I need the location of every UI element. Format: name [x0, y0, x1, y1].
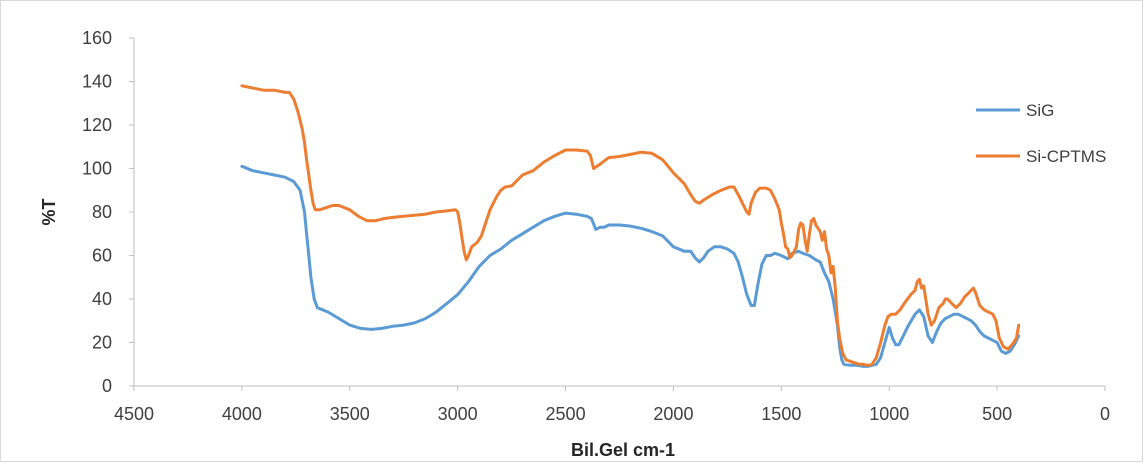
x-tick-label: 500: [982, 404, 1012, 424]
x-axis-title: Bil.Gel cm-1: [571, 440, 675, 460]
series-line-si-cptms: [240, 84, 1021, 367]
y-tick-label: 80: [92, 202, 112, 222]
series-lines: [240, 84, 1021, 368]
y-tick-label: 20: [92, 333, 112, 353]
x-tick-label: 1000: [869, 404, 909, 424]
legend-label: Si-CPTMS: [1026, 147, 1106, 166]
y-tick-label: 100: [82, 159, 112, 179]
x-tick-label: 3500: [330, 404, 370, 424]
x-tick-labels: 4500 4000 3500 3000 2500 2000 1500 1000 500 0: [114, 386, 1110, 424]
x-tick-label: 2000: [653, 404, 693, 424]
x-tick-label: 3000: [438, 404, 478, 424]
x-tick-label: 4500: [114, 404, 154, 424]
y-tick-label: 60: [92, 246, 112, 266]
legend: SiG Si-CPTMS: [976, 101, 1106, 166]
legend-label: SiG: [1026, 101, 1054, 120]
series-line-sig: [240, 164, 1021, 368]
y-tick-label: 140: [82, 72, 112, 92]
y-tick-label: 40: [92, 289, 112, 309]
x-tick-label: 2500: [546, 404, 586, 424]
x-tick-label: 4000: [222, 404, 262, 424]
y-tick-label: 0: [102, 376, 112, 396]
y-tick-label: 160: [82, 28, 112, 48]
y-tick-label: 120: [82, 115, 112, 135]
y-tick-labels: 0 20 40 60 80 100 120 140 160: [82, 28, 134, 396]
y-axis-title: %T: [39, 198, 59, 225]
x-tick-label: 0: [1100, 404, 1110, 424]
x-tick-label: 1500: [761, 404, 801, 424]
